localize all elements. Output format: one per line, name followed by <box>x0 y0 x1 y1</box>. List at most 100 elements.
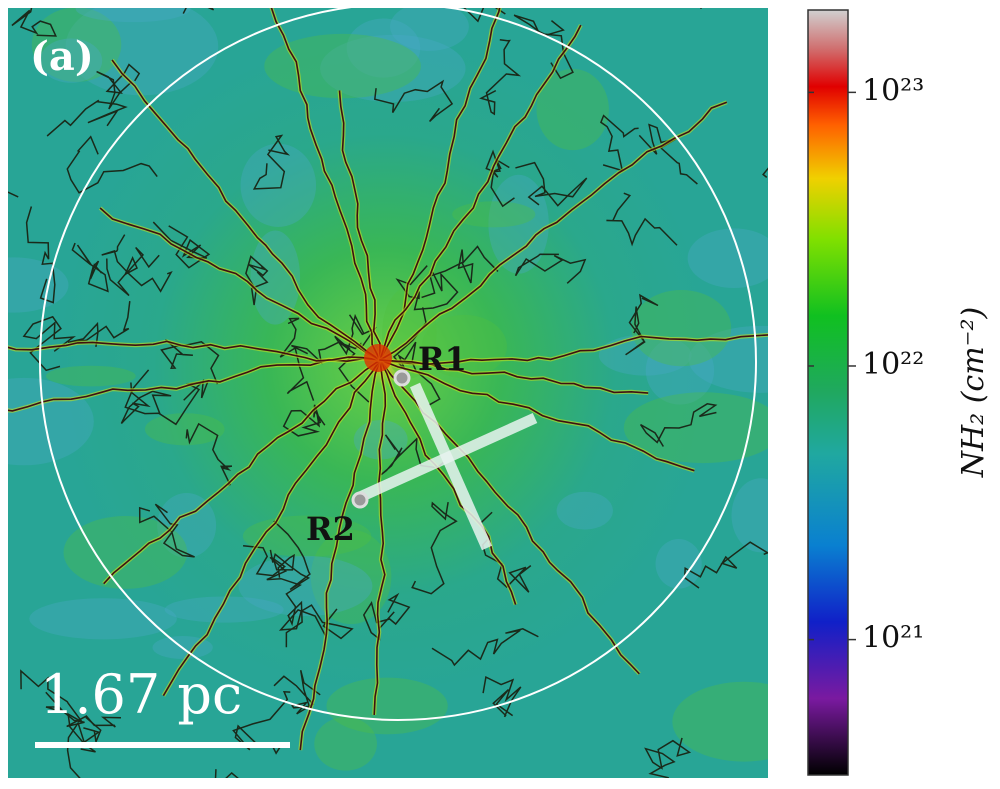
filament <box>8 357 381 412</box>
cell-boundary <box>700 8 702 9</box>
cell-boundary <box>278 604 354 640</box>
filament <box>379 334 768 366</box>
filament <box>270 8 381 361</box>
scale-bar-label: 1.67 pc <box>40 663 242 726</box>
map-patch <box>250 230 301 325</box>
cell-boundary <box>762 167 768 183</box>
cell-boundary <box>45 691 121 728</box>
map-patch <box>264 33 421 99</box>
colorbar-tick-label: 10²³ <box>862 73 924 108</box>
filament <box>162 359 381 697</box>
map-patch <box>45 365 136 387</box>
map-patch <box>157 492 217 558</box>
map-patch <box>31 8 122 82</box>
cell-boundary <box>66 135 158 194</box>
filament <box>338 90 381 361</box>
colorbar-label: NH₂ (cm⁻²) <box>956 307 991 479</box>
map-patch <box>29 598 177 640</box>
filament <box>373 359 387 715</box>
cell-boundary <box>599 114 639 172</box>
cell-boundary <box>185 422 233 486</box>
map-patch <box>623 392 768 464</box>
cell-boundary <box>606 192 678 247</box>
map-patch <box>310 529 392 625</box>
colorbar-tick-label: 10²¹ <box>862 621 924 656</box>
cell-boundary <box>101 234 173 293</box>
map-patch <box>655 539 702 589</box>
cell-boundary <box>282 404 326 437</box>
cell-boundary <box>479 38 522 116</box>
map-patch <box>688 325 768 393</box>
map-patch <box>687 228 768 289</box>
map-patch <box>314 717 377 771</box>
map-patch <box>75 8 191 23</box>
filament <box>379 24 582 361</box>
cell-boundary <box>273 670 321 715</box>
filament <box>379 359 695 472</box>
filament <box>379 359 517 605</box>
cell-boundary <box>644 737 692 778</box>
cell-boundary <box>71 242 109 293</box>
cell-boundary <box>639 403 718 447</box>
cell-boundary <box>46 99 128 137</box>
cell-boundary <box>463 8 506 23</box>
cell-boundary <box>334 313 370 403</box>
map-patch <box>238 555 373 617</box>
cell-boundary <box>160 339 220 385</box>
map-patch <box>320 34 466 103</box>
map-patch <box>645 336 715 405</box>
map-patch <box>63 516 188 589</box>
filament <box>8 340 381 362</box>
colorbar <box>807 9 849 776</box>
marker-r2 <box>351 491 369 509</box>
map-patch <box>65 8 219 96</box>
filament <box>103 359 381 585</box>
cell-boundary <box>373 79 454 122</box>
map-patch <box>144 413 225 446</box>
map-patch <box>536 68 609 151</box>
cell-boundary <box>124 369 210 426</box>
filament <box>299 359 381 751</box>
density-map <box>8 8 768 778</box>
map-patch <box>556 491 613 530</box>
cell-boundary <box>106 246 160 297</box>
cell-boundary <box>514 253 587 284</box>
cell-boundary <box>395 265 459 311</box>
cell-boundary <box>683 541 768 589</box>
filament <box>379 8 501 361</box>
map-patch <box>452 201 536 228</box>
annotation: R1 <box>418 340 467 378</box>
cell-boundary <box>245 255 269 306</box>
cell-boundary <box>252 134 291 190</box>
map-patch <box>39 38 103 83</box>
cell-boundary <box>214 769 239 778</box>
cell-boundary <box>67 301 131 347</box>
map-patch <box>240 143 317 227</box>
cell-boundary <box>431 628 539 667</box>
region-circle <box>39 3 757 721</box>
cell-boundary <box>96 63 141 110</box>
map-patch <box>326 677 448 735</box>
marker-r1 <box>393 369 411 387</box>
cell-boundary <box>22 315 76 372</box>
map-patch <box>731 478 768 553</box>
cell-boundary <box>485 149 515 208</box>
cell-boundary <box>269 520 311 591</box>
cell-boundary <box>625 293 659 356</box>
map-patch <box>346 18 421 78</box>
hub <box>364 344 392 372</box>
cell-boundary <box>120 382 172 425</box>
panel-label: (a) <box>30 33 94 80</box>
cell-boundary <box>515 161 588 207</box>
colorbar-tick-label: 10²² <box>862 347 924 382</box>
filament <box>99 207 381 361</box>
cell-boundary <box>411 501 458 595</box>
map-patch <box>390 8 469 51</box>
map-patch <box>164 596 284 623</box>
cell-boundary <box>138 503 195 558</box>
cell-boundary <box>152 221 211 269</box>
filament <box>111 59 381 361</box>
cell-boundary <box>266 556 303 648</box>
cut-line <box>409 382 493 551</box>
